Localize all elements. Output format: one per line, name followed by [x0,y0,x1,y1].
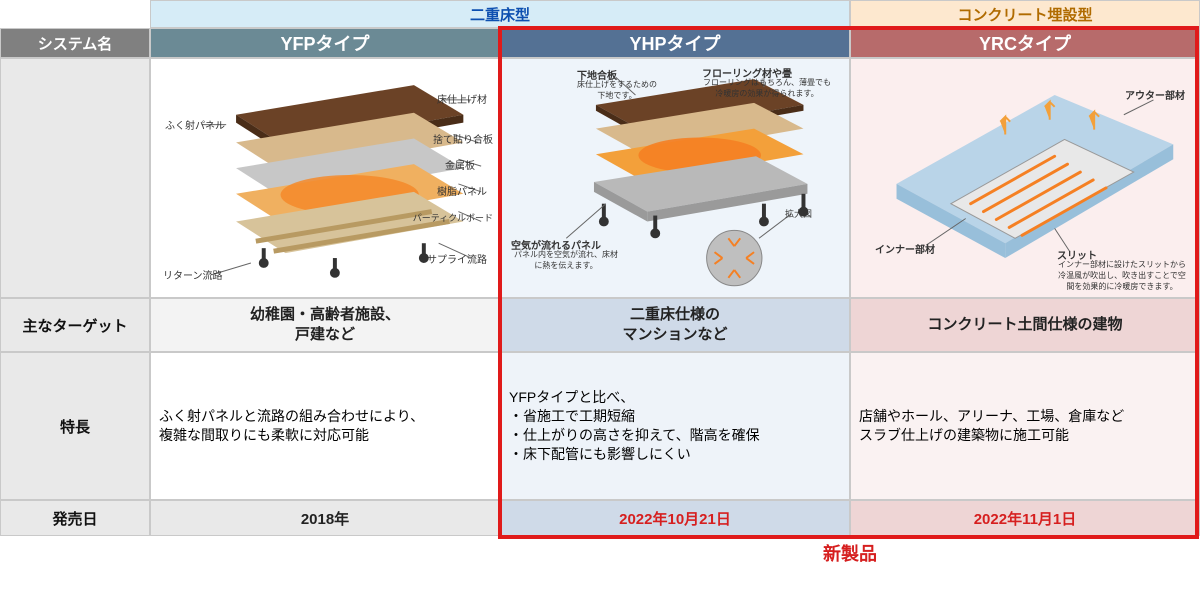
empty-top-left [0,0,150,28]
yrc-label-outer: アウター部材 [1125,87,1185,102]
system-header-yfp: YFPタイプ [150,28,500,58]
category-concrete: コンクリート埋設型 [850,0,1200,28]
yfp-label-finish: 床仕上げ材 [437,91,487,106]
yfp-label-particle: パーティクルボード [413,211,493,224]
yhp-label-flooring-sub: フローリングはもちろん、薄畳でも冷暖房の効果が得られます。 [702,77,832,99]
yfp-label-supply: サプライ流路 [427,251,487,266]
row-header-diagram [0,58,150,298]
yfp-label-resin: 樹脂パネル [437,183,487,198]
new-product-label: 新製品 [500,540,1200,566]
comparison-table: 二重床型 コンクリート埋設型 システム名 YFPタイプ YHPタイプ YRCタイ… [0,0,1200,536]
yrc-label-slit-sub: インナー部材に設けたスリットから冷温風が吹出し、吹き出すことで空間を効果的に冷暖… [1057,259,1187,292]
yhp-label-enlarge: 拡大図 [785,207,812,220]
yfp-label-plywood: 捨て貼り合板 [433,131,493,146]
yfp-label-return: リターン流路 [163,267,223,282]
row-header-release-date: 発売日 [0,500,150,536]
category-double-floor: 二重床型 [150,0,850,28]
release-date-yrc: 2022年11月1日 [850,500,1200,536]
system-header-yrc: YRCタイプ [850,28,1200,58]
features-yhp: YFPタイプと比べ、 ・省施工で工期短縮 ・仕上がりの高さを抑えて、階高を確保 … [500,352,850,500]
row-header-features: 特長 [0,352,150,500]
release-date-yhp: 2022年10月21日 [500,500,850,536]
diagram-yrc: アウター部材 インナー部材 スリット インナー部材に設けたスリットから冷温風が吹… [850,58,1200,298]
diagram-yfp: ふく射パネル 床仕上げ材 捨て貼り合板 金属板 樹脂パネル パーティクルボード … [150,58,500,298]
features-yfp: ふく射パネルと流路の組み合わせにより、 複雑な間取りにも柔軟に対応可能 [150,352,500,500]
release-date-yfp: 2018年 [150,500,500,536]
system-header-yhp: YHPタイプ [500,28,850,58]
target-yrc: コンクリート土間仕様の建物 [850,298,1200,352]
diagram-yhp: 下地合板 床仕上げをするための下地です。 フローリング材や畳 フローリングはもち… [500,58,850,298]
target-yhp: 二重床仕様の マンションなど [500,298,850,352]
target-yfp: 幼稚園・高齢者施設、 戸建など [150,298,500,352]
yfp-label-panel: ふく射パネル [165,117,225,132]
row-header-system-name: システム名 [0,28,150,58]
yhp-label-air-sub: パネル内を空気が流れ、床材に熱を伝えます。 [511,249,621,271]
features-yrc: 店舗やホール、アリーナ、工場、倉庫など スラブ仕上げの建築物に施工可能 [850,352,1200,500]
yrc-label-inner: インナー部材 [875,241,935,256]
yhp-label-base-sub: 床仕上げをするための下地です。 [577,79,657,101]
row-header-target: 主なターゲット [0,298,150,352]
yfp-label-metal: 金属板 [445,157,475,172]
